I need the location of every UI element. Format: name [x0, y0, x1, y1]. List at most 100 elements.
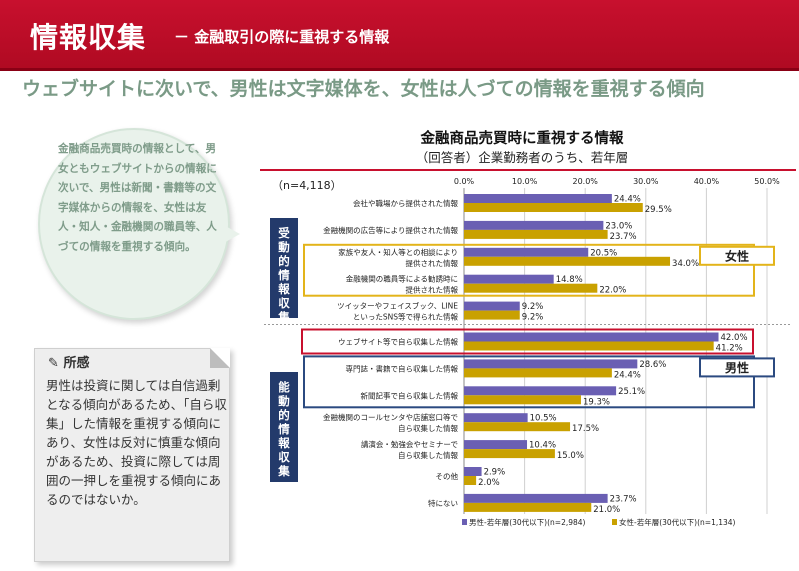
callout-box-3 [301, 328, 754, 355]
legend-label-male: 男性-若年層(30代以下)(n=2,984) [469, 517, 586, 527]
data-label-female: 41.2% [716, 344, 743, 354]
data-label-male: 9.2% [522, 302, 544, 312]
bar-female [464, 229, 608, 239]
data-label-female: 29.5% [645, 205, 672, 215]
data-label-male: 23.0% [605, 221, 632, 231]
callout-box-1 [303, 243, 755, 297]
callout-label-box-2 [699, 357, 775, 378]
bar-female [464, 368, 612, 378]
data-label-male: 10.4% [529, 441, 556, 451]
category-label: ツイッターやフェイスブック、LINE [337, 301, 458, 311]
bar-male [464, 194, 612, 203]
bar-female [464, 310, 520, 320]
bar-female [464, 256, 671, 266]
page-title: 情報収集 [30, 21, 147, 54]
data-label-female: 17.5% [572, 424, 599, 434]
callout-label-2: 男性 [725, 360, 749, 375]
opinion-title-text: 所感 [63, 356, 90, 371]
category-label: 特にない [428, 498, 458, 508]
category-label: ウェブサイト等で自ら収集した情報 [338, 337, 458, 347]
category-label: 新聞記事で自ら収集した情報 [361, 390, 459, 400]
legend-label-female: 女性-若年層(30代以下)(n=1,134) [619, 517, 736, 527]
data-label-female: 23.7% [610, 232, 637, 242]
bar-female [464, 422, 571, 432]
category-label: 金融機関の職員等による勧誘時に [346, 274, 458, 284]
legend-swatch-female [612, 519, 617, 525]
speech-bubble-tail [218, 222, 240, 246]
bar-male [464, 440, 528, 450]
bar-male [464, 386, 617, 396]
data-label-female: 2.0% [478, 478, 500, 488]
bar-male [464, 413, 528, 423]
category-label: 自ら収集した情報 [398, 450, 458, 460]
bar-female [464, 502, 592, 512]
bar-female [464, 449, 555, 459]
data-label-male: 28.6% [639, 360, 666, 370]
pencil-icon: ✎ [48, 356, 59, 371]
x-tick-label: 20.0% [572, 177, 598, 186]
chart-title: 金融商品売買時に重視する情報 [420, 131, 624, 147]
data-label-female: 22.0% [599, 286, 626, 296]
callout-box-2 [303, 355, 755, 409]
callout-label-1: 女性 [725, 248, 749, 263]
callout-label-box-1 [699, 245, 775, 266]
category-label: 専門誌・書籍で自ら収集した情報 [346, 363, 459, 373]
bar-male [464, 247, 589, 257]
x-tick-label: 30.0% [633, 177, 659, 186]
x-tick-label: 50.0% [754, 177, 780, 186]
page-subtitle: － 金融取引の際に重視する情報 [174, 28, 390, 46]
group-label-1: 受 動 的 情 報 収 集 [270, 218, 298, 324]
data-label-male: 14.8% [556, 275, 583, 285]
bar-female [464, 203, 643, 212]
category-label: 家族や友人・知人等との相談により [338, 247, 458, 257]
category-label: 自ら収集した情報 [398, 423, 458, 433]
data-label-female: 21.0% [593, 505, 620, 515]
category-label: 金融機関のコールセンタや店舗窓口等で [323, 412, 458, 422]
sample-size-label: （n=4,118） [272, 179, 342, 192]
bar-male [464, 359, 638, 369]
data-label-male: 24.4% [614, 195, 641, 205]
bar-male [464, 274, 554, 284]
data-label-female: 19.3% [583, 397, 610, 407]
data-label-female: 34.0% [672, 259, 699, 269]
data-label-male: 23.7% [610, 494, 637, 504]
bar-male [464, 220, 604, 230]
data-label-male: 2.9% [484, 468, 506, 478]
opinion-box [34, 348, 230, 562]
group-label-2: 能 動 的 情 報 収 集 [270, 372, 298, 482]
data-label-male: 25.1% [618, 387, 645, 397]
bar-male [464, 493, 608, 503]
opinion-text: 男性は投資に関しては自信過剰となる傾向があるため、「自ら収集」した情報を重視する… [46, 378, 227, 507]
header-bar [0, 0, 799, 68]
bar-male [464, 467, 482, 476]
bar-female [464, 341, 714, 351]
x-tick-label: 0.0% [454, 177, 475, 186]
category-label: その他 [436, 471, 459, 481]
bar-female [464, 395, 581, 405]
header-divider [0, 68, 799, 71]
data-label-female: 9.2% [522, 313, 544, 323]
legend-swatch-male [462, 519, 467, 525]
category-label: 会社や職場から提供された情報 [353, 198, 458, 208]
bar-male [464, 332, 719, 342]
bar-female [464, 476, 477, 485]
speech-bubble-text: 金融商品売買時の情報として、男女ともウェブサイトからの情報に次いで、男性は新聞・… [58, 143, 217, 253]
headline: ウェブサイトに次いで、男性は文字媒体を、女性は人づての情報を重視する傾向 [22, 78, 705, 100]
speech-bubble [38, 128, 230, 320]
data-label-male: 20.5% [590, 248, 617, 258]
opinion-title: ✎ 所感 [48, 352, 89, 371]
category-label: 金融機関の広告等により提供された情報 [323, 225, 458, 235]
category-label: 講演会・勉強会やセミナーで [361, 439, 458, 449]
x-tick-label: 10.0% [512, 177, 538, 186]
chart-subtitle: （回答者）企業勤務者のうち、若年層 [415, 150, 629, 165]
chart-title-divider [260, 169, 796, 171]
category-label: 提供された情報 [406, 285, 459, 295]
bar-male [464, 301, 520, 311]
x-tick-label: 40.0% [694, 177, 720, 186]
bar-female [464, 283, 598, 293]
data-label-female: 24.4% [614, 370, 641, 380]
category-label: 提供された情報 [406, 258, 459, 268]
data-label-male: 10.5% [530, 414, 557, 424]
category-label: といったSNS等で得られた情報 [353, 312, 459, 322]
